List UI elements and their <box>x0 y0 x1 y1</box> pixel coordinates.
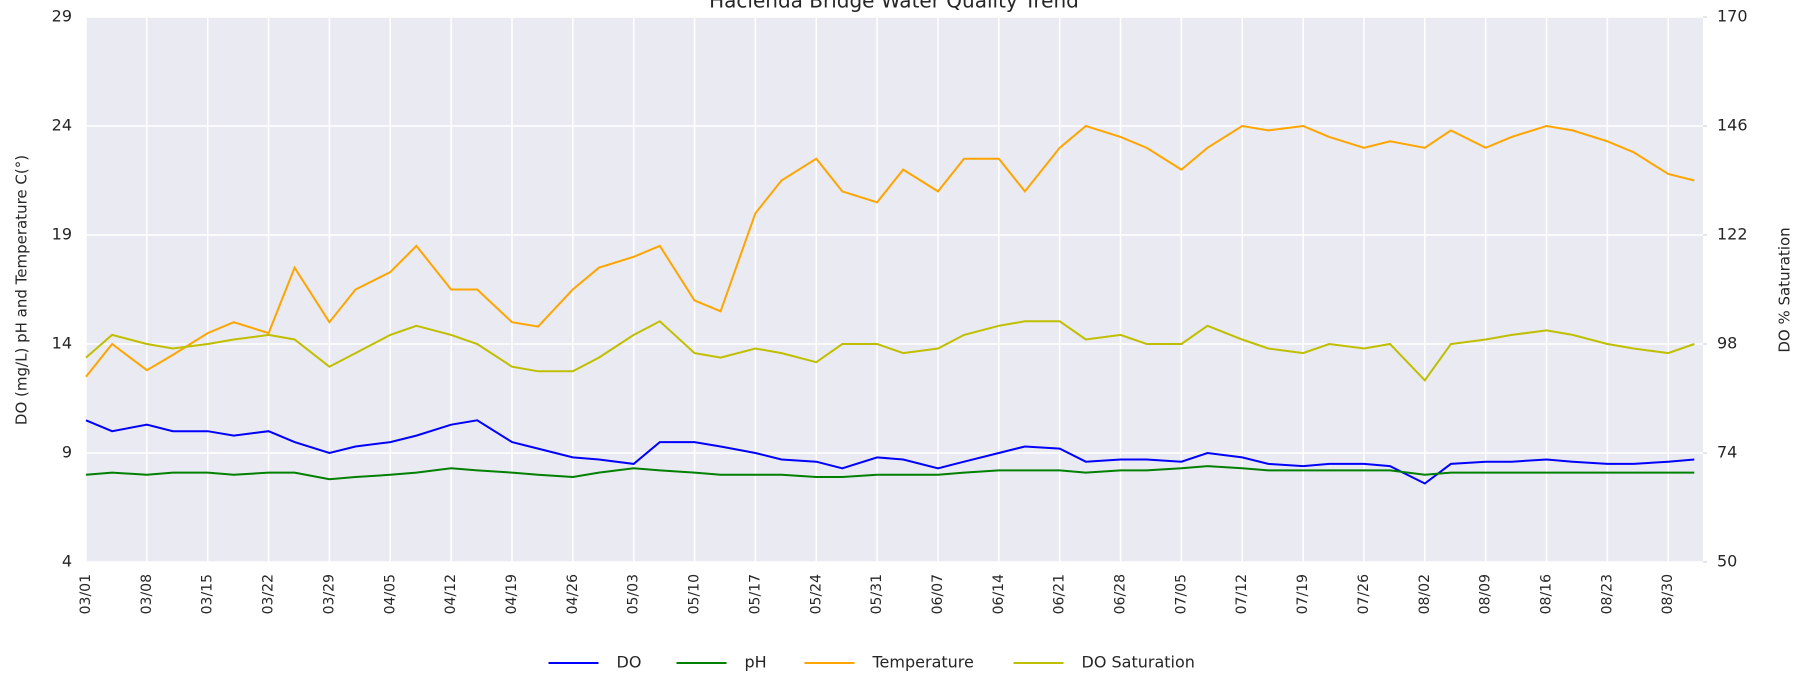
x-tick-label: 05/17 <box>747 574 763 614</box>
x-tick-label: 08/16 <box>1539 574 1555 614</box>
x-tick-label: 03/15 <box>200 574 216 614</box>
series-line <box>85 465 1695 481</box>
x-tick-label: 04/05 <box>382 574 398 614</box>
x-tick-label: 05/03 <box>626 574 642 614</box>
x-tick-label: 04/19 <box>504 574 520 614</box>
y-axis-label: DO (mg/L) pH and Temperature C(°) <box>13 155 31 425</box>
x-tick-label: 06/28 <box>1113 574 1129 614</box>
x-tick-label: 05/31 <box>869 574 885 614</box>
x-tick-label: 08/30 <box>1660 574 1676 614</box>
x-tick-label: 08/09 <box>1478 574 1494 614</box>
chart-title: Hacienda Bridge Water Quality Trend <box>709 0 1079 13</box>
y2-tick-label: 170 <box>1717 7 1748 26</box>
y-tick-label: 19 <box>52 225 72 244</box>
y-tick-label: 14 <box>52 334 72 353</box>
y-tick-label: 4 <box>62 552 72 571</box>
x-tick-label: 08/02 <box>1417 574 1433 614</box>
x-tick-label: 03/01 <box>78 574 94 614</box>
legend-label: pH <box>745 653 767 672</box>
x-tick-label: 05/10 <box>687 574 703 614</box>
y2-tick-label: 50 <box>1717 552 1737 571</box>
y-tick-label: 9 <box>62 443 72 462</box>
x-tick-label: 06/21 <box>1052 574 1068 614</box>
y2-tick-label: 74 <box>1717 443 1737 462</box>
x-tick-label: 04/26 <box>565 574 581 614</box>
x-tick-label: 07/19 <box>1295 574 1311 614</box>
x-tick-label: 03/29 <box>321 574 337 614</box>
y-tick-label: 29 <box>52 7 72 26</box>
y2-axis-label: DO % Saturation <box>1776 227 1794 352</box>
y2-tick-label: 146 <box>1717 116 1748 135</box>
x-tick-label: 06/14 <box>991 574 1007 614</box>
series-line <box>85 320 1695 382</box>
plot-area <box>86 17 1703 562</box>
x-tick-label: 04/12 <box>443 574 459 614</box>
y-tick-label: 24 <box>52 116 72 135</box>
x-tick-label: 07/12 <box>1234 574 1250 614</box>
x-tick-label: 03/22 <box>261 574 277 614</box>
legend-label: DO Saturation <box>1082 653 1195 672</box>
legend-label: DO <box>617 653 642 672</box>
series-line <box>85 419 1695 485</box>
x-tick-label: 05/24 <box>808 574 824 614</box>
x-tick-label: 03/08 <box>139 574 155 614</box>
x-tick-label: 06/07 <box>930 574 946 614</box>
y2-tick-label: 122 <box>1717 225 1748 244</box>
legend-label: Temperature <box>872 653 974 672</box>
y2-tick-label: 98 <box>1717 334 1737 353</box>
x-tick-label: 07/26 <box>1356 574 1372 614</box>
x-tick-label: 08/23 <box>1599 574 1615 614</box>
x-tick-label: 07/05 <box>1173 574 1189 614</box>
series-line <box>85 124 1695 378</box>
